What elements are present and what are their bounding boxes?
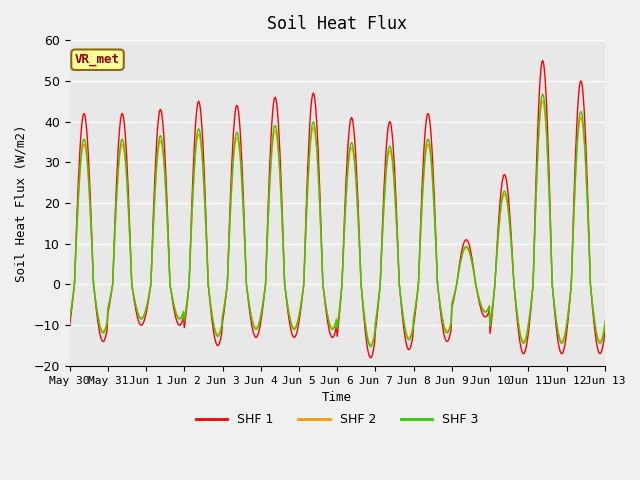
- Text: VR_met: VR_met: [75, 53, 120, 66]
- Title: Soil Heat Flux: Soil Heat Flux: [268, 15, 407, 33]
- X-axis label: Time: Time: [322, 391, 352, 404]
- Legend: SHF 1, SHF 2, SHF 3: SHF 1, SHF 2, SHF 3: [191, 408, 484, 432]
- Y-axis label: Soil Heat Flux (W/m2): Soil Heat Flux (W/m2): [15, 124, 28, 282]
